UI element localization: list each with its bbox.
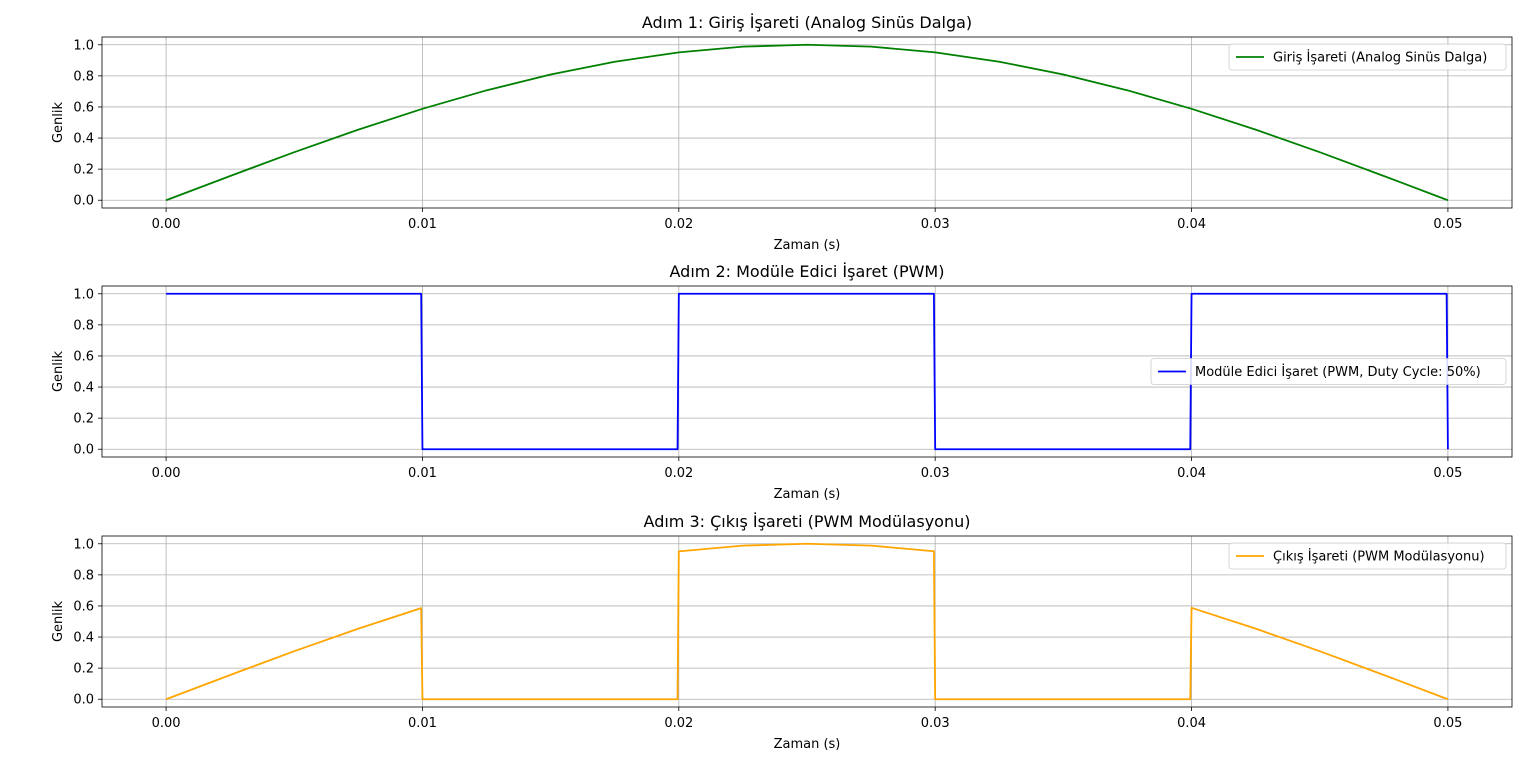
x-tick-label: 0.00 xyxy=(152,466,181,481)
y-tick-label: 1.0 xyxy=(73,38,94,53)
chart-title: Adım 1: Giriş İşareti (Analog Sinüs Dalg… xyxy=(642,13,972,32)
subplot-3: 0.00 0.01 0.02 0.03 0.04 0.05 0.0 0.2 0.4 0.6 0.8 1… xyxy=(51,512,1513,752)
chart-title: Adım 2: Modüle Edici İşaret (PWM) xyxy=(670,262,945,281)
x-tick-label: 0.01 xyxy=(408,217,437,232)
legend-box xyxy=(1228,542,1507,570)
y-tick-label: 0.0 xyxy=(73,693,94,708)
y-tick-label: 0.4 xyxy=(73,381,94,396)
subplot-1: 0.00 0.01 0.02 0.03 0.04 0.05 0.0 0.2 0.4 0.6 0.8 1… xyxy=(51,13,1513,253)
y-tick-label: 0.4 xyxy=(73,631,94,646)
x-tick-label: 0.05 xyxy=(1433,217,1462,232)
y-axis-label: Genlik xyxy=(51,351,66,393)
y-tick-label: 0.6 xyxy=(73,100,94,115)
series-line xyxy=(166,292,1449,451)
axes-frame xyxy=(101,285,1513,458)
y-tick-label: 0.8 xyxy=(73,318,94,333)
x-tick-label: 0.05 xyxy=(1433,716,1462,731)
x-tick-label: 0.05 xyxy=(1433,466,1462,481)
x-tick-label: 0.00 xyxy=(152,217,181,232)
y-tick-label: 0.8 xyxy=(73,69,94,84)
x-tick-label: 0.02 xyxy=(664,716,693,731)
x-tick-label: 0.04 xyxy=(1177,466,1206,481)
x-tick-label: 0.03 xyxy=(921,466,950,481)
chart-title: Adım 3: Çıkış İşareti (PWM Modülasyonu) xyxy=(644,512,971,531)
series-line xyxy=(165,43,1449,202)
y-tick-label: 0.2 xyxy=(73,163,94,178)
axes-frame xyxy=(101,535,1513,708)
x-axis-label: Zaman (s) xyxy=(774,487,841,502)
y-axis-label: Genlik xyxy=(51,102,66,144)
subplot-2: 0.00 0.01 0.02 0.03 0.04 0.05 0.0 0.2 0.4 0.6 0.8 1… xyxy=(51,262,1513,502)
legend-box xyxy=(1228,43,1507,71)
x-tick-label: 0.04 xyxy=(1177,217,1206,232)
y-tick-label: 0.0 xyxy=(73,443,94,458)
y-tick-label: 0.2 xyxy=(73,662,94,677)
legend-label: Çıkış İşareti (PWM Modülasyonu) xyxy=(1273,549,1485,565)
x-axis-label: Zaman (s) xyxy=(774,737,841,752)
x-axis-label: Zaman (s) xyxy=(774,238,841,253)
y-axis-label: Genlik xyxy=(51,601,66,643)
legend: Giriş İşareti (Analog Sinüs Dalga) xyxy=(1228,43,1507,71)
x-tick-label: 0.03 xyxy=(921,716,950,731)
y-tick-label: 0.2 xyxy=(73,412,94,427)
legend-label: Modüle Edici İşaret (PWM, Duty Cycle: 50… xyxy=(1195,364,1481,380)
x-tick-label: 0.02 xyxy=(664,466,693,481)
y-tick-label: 0.4 xyxy=(73,132,94,147)
y-tick-label: 0.0 xyxy=(73,194,94,209)
x-tick-label: 0.02 xyxy=(664,217,693,232)
series-line xyxy=(165,542,1449,701)
x-tick-label: 0.04 xyxy=(1177,716,1206,731)
y-tick-label: 1.0 xyxy=(73,287,94,302)
y-tick-label: 0.8 xyxy=(73,568,94,583)
legend: Çıkış İşareti (PWM Modülasyonu) xyxy=(1228,542,1507,570)
axes-frame xyxy=(101,36,1513,209)
legend-box xyxy=(1150,358,1507,385)
y-tick-label: 0.6 xyxy=(73,349,94,364)
y-tick-label: 1.0 xyxy=(73,537,94,552)
x-tick-label: 0.00 xyxy=(152,716,181,731)
x-tick-label: 0.01 xyxy=(408,466,437,481)
y-tick-label: 0.6 xyxy=(73,599,94,614)
x-tick-label: 0.01 xyxy=(408,716,437,731)
x-tick-label: 0.03 xyxy=(921,217,950,232)
legend: Modüle Edici İşaret (PWM, Duty Cycle: 50… xyxy=(1150,358,1507,385)
legend-label: Giriş İşareti (Analog Sinüs Dalga) xyxy=(1273,50,1487,66)
